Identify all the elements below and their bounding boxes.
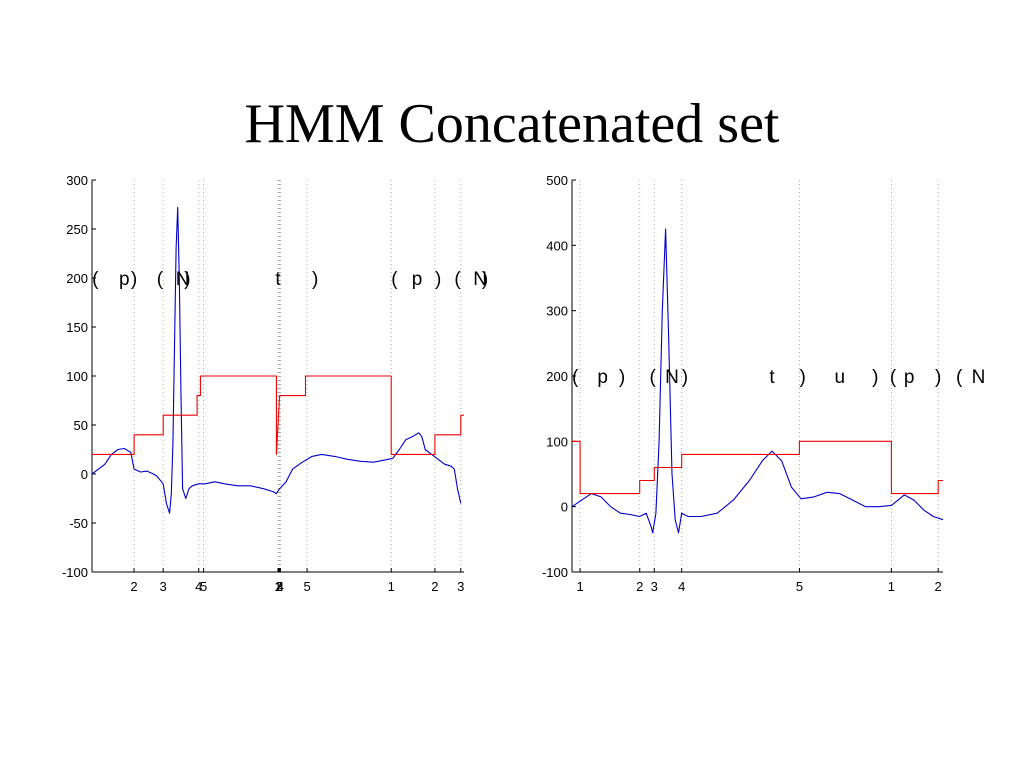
- annotation-label: ): [872, 367, 878, 388]
- x-tick-label: 1: [274, 579, 281, 594]
- y-tick-label: 300: [546, 304, 568, 319]
- annotation-label: u: [834, 367, 845, 388]
- y-tick-label: 200: [66, 271, 88, 286]
- annotation-labels: ( p) ( N) t) u) ( p) ( N: [572, 367, 985, 388]
- y-tick-label: 100: [546, 434, 568, 449]
- annotation-label: ): [935, 367, 941, 388]
- x-tick-label: 3: [160, 579, 167, 594]
- annotation-label: N: [665, 367, 679, 388]
- x-tick-label: 2: [636, 579, 643, 594]
- x-tick-label: 3: [457, 579, 464, 594]
- annotation-label: ): [184, 269, 190, 290]
- y-tick-label: 0: [561, 500, 568, 515]
- y-tick-label: 250: [66, 222, 88, 237]
- x-tick-label: 4: [195, 579, 202, 594]
- annotation-label: ): [131, 269, 137, 290]
- x-tick-label: 1: [888, 579, 895, 594]
- annotation-label: N: [972, 367, 986, 388]
- annotation-label: p: [904, 367, 915, 388]
- x-tick-label: 2: [275, 579, 282, 594]
- y-tick-label: 500: [546, 173, 568, 188]
- annotation-label: ): [482, 269, 488, 290]
- y-tick-label: 0: [81, 467, 88, 482]
- annotation-label: ): [312, 269, 318, 290]
- y-tick-label: 50: [74, 418, 88, 433]
- y-tick-label: -50: [69, 516, 88, 531]
- x-tick-label: 3: [651, 579, 658, 594]
- annotation-label: (: [956, 367, 963, 388]
- annotation-label: p: [597, 367, 608, 388]
- annotation-label: (: [649, 367, 656, 388]
- state-sequence-line: [92, 375, 464, 455]
- slide-title: HMM Concatenated set: [244, 93, 780, 155]
- y-tick-label: 100: [66, 369, 88, 384]
- y-tick-label: -100: [62, 565, 88, 580]
- annotation-label: t: [769, 367, 775, 388]
- annotation-label: ): [435, 269, 441, 290]
- annotation-label: (: [890, 367, 897, 388]
- annotation-label: (: [454, 269, 461, 290]
- x-tick-label: 3: [276, 579, 283, 594]
- annotation-label: ): [800, 367, 806, 388]
- x-tick-label: 1: [388, 579, 395, 594]
- ecg-signal-line: [91, 206, 462, 514]
- annotation-label: (: [391, 269, 398, 290]
- y-tick-label: 400: [546, 238, 568, 253]
- y-tick-label: 200: [546, 369, 568, 384]
- annotation-label: (: [92, 269, 99, 290]
- annotation-label: N: [176, 269, 190, 290]
- x-tick-label: 5: [796, 579, 803, 594]
- annotation-label: p: [119, 269, 130, 290]
- annotation-label: (: [572, 367, 579, 388]
- y-tick-label: 300: [66, 173, 88, 188]
- annotation-label: t: [275, 269, 281, 290]
- y-tick-label: -100: [542, 565, 568, 580]
- x-tick-label: 5: [303, 579, 310, 594]
- x-tick-label: 5: [200, 579, 207, 594]
- annotation-label: ): [682, 367, 688, 388]
- x-tick-label: 2: [935, 579, 942, 594]
- ecg-signal-line: [571, 228, 944, 534]
- state-sequence-line: [572, 440, 943, 495]
- x-tick-label: 4: [277, 579, 284, 594]
- x-tick-label: 1: [576, 579, 583, 594]
- annotation-labels: ( p) ( N) t) ( p) ( N): [92, 269, 488, 290]
- annotation-label: N: [473, 269, 487, 290]
- x-tick-label: 2: [431, 579, 438, 594]
- x-tick-label: 2: [130, 579, 137, 594]
- y-tick-label: 150: [66, 320, 88, 335]
- annotation-label: ): [619, 367, 625, 388]
- x-tick-label: 4: [678, 579, 685, 594]
- annotation-label: (: [157, 269, 164, 290]
- annotation-label: p: [412, 269, 423, 290]
